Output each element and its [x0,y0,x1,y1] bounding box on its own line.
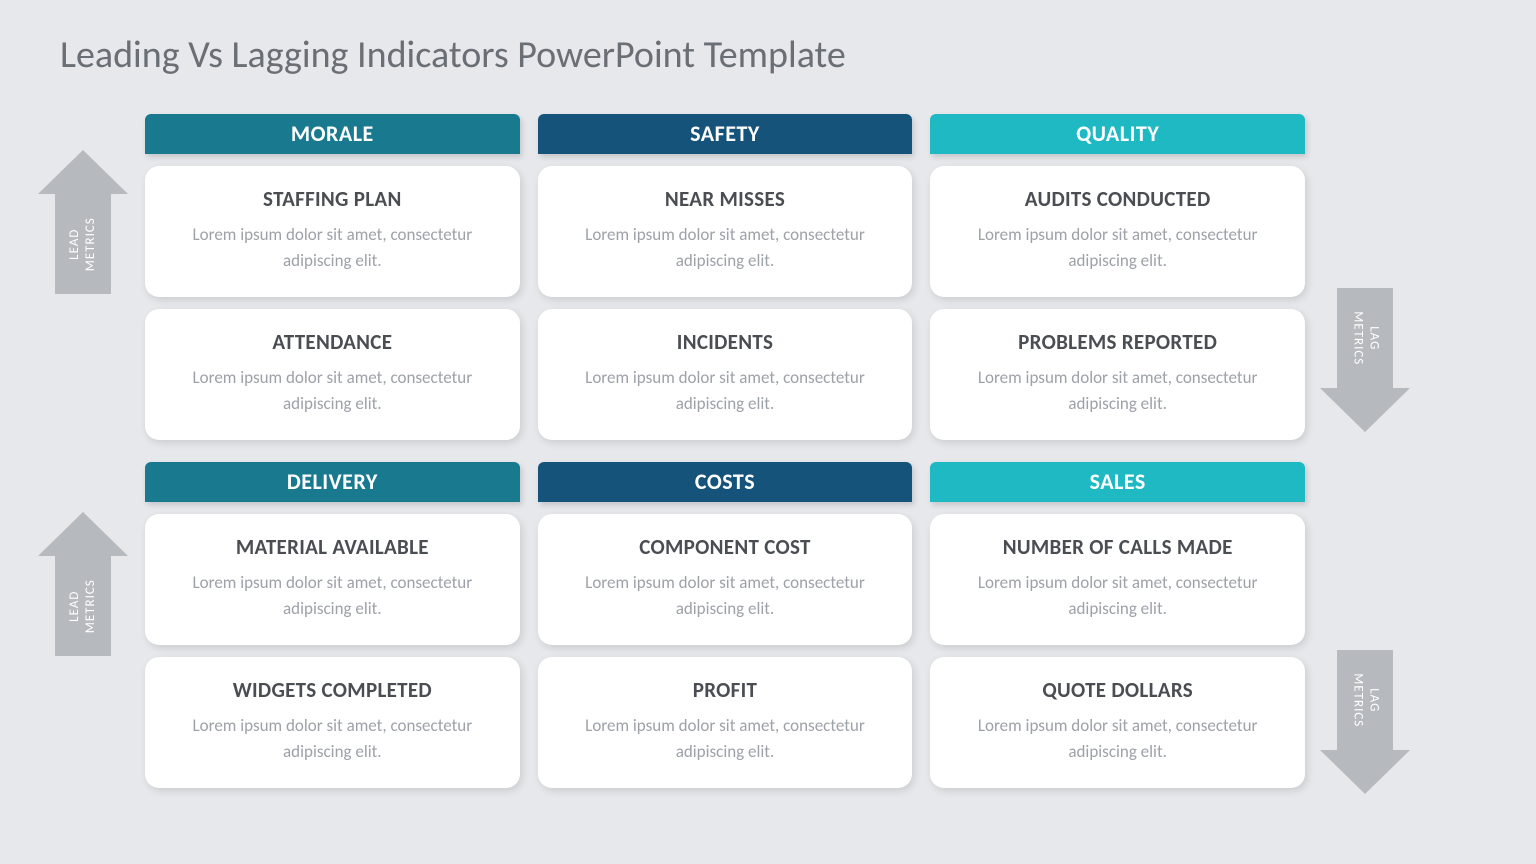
page-title: Leading Vs Lagging Indicators PowerPoint… [60,32,846,78]
lead-arrow-bottom: LEAD METRICS [38,512,128,656]
card-title: PROFIT [568,677,883,703]
arrow-down-icon [1320,750,1410,794]
card-calls-made: NUMBER OF CALLS MADE Lorem ipsum dolor s… [930,514,1305,645]
arrow-down-icon [1320,388,1410,432]
arrow-up-icon [38,512,128,556]
col-header-costs: COSTS [538,462,913,502]
lead-label: LEAD METRICS [67,217,100,271]
card-body: Lorem ipsum dolor sit amet, consectetur … [568,713,883,764]
card-title: ATTENDANCE [175,329,490,355]
card-body: Lorem ipsum dolor sit amet, consectetur … [175,222,490,273]
col-header-delivery: DELIVERY [145,462,520,502]
card-body: Lorem ipsum dolor sit amet, consectetur … [175,365,490,416]
card-body: Lorem ipsum dolor sit amet, consectetur … [175,570,490,621]
card-title: WIDGETS COMPLETED [175,677,490,703]
card-title: COMPONENT COST [568,534,883,560]
card-body: Lorem ipsum dolor sit amet, consectetur … [960,365,1275,416]
card-title: STAFFING PLAN [175,186,490,212]
card-body: Lorem ipsum dolor sit amet, consectetur … [568,365,883,416]
col-header-sales: SALES [930,462,1305,502]
card-title: NEAR MISSES [568,186,883,212]
card-incidents: INCIDENTS Lorem ipsum dolor sit amet, co… [538,309,913,440]
lead-label: LEAD METRICS [67,579,100,633]
card-body: Lorem ipsum dolor sit amet, consectetur … [960,222,1275,273]
lag-arrow-bottom: LAG METRICS [1320,650,1410,794]
card-title: AUDITS CONDUCTED [960,186,1275,212]
card-attendance: ATTENDANCE Lorem ipsum dolor sit amet, c… [145,309,520,440]
card-body: Lorem ipsum dolor sit amet, consectetur … [568,222,883,273]
card-body: Lorem ipsum dolor sit amet, consectetur … [960,713,1275,764]
card-profit: PROFIT Lorem ipsum dolor sit amet, conse… [538,657,913,788]
card-component-cost: COMPONENT COST Lorem ipsum dolor sit ame… [538,514,913,645]
arrow-up-icon [38,150,128,194]
card-title: NUMBER OF CALLS MADE [960,534,1275,560]
card-title: INCIDENTS [568,329,883,355]
card-widgets-completed: WIDGETS COMPLETED Lorem ipsum dolor sit … [145,657,520,788]
col-header-morale: MORALE [145,114,520,154]
card-body: Lorem ipsum dolor sit amet, consectetur … [960,570,1275,621]
col-header-quality: QUALITY [930,114,1305,154]
card-body: Lorem ipsum dolor sit amet, consectetur … [568,570,883,621]
card-body: Lorem ipsum dolor sit amet, consectetur … [175,713,490,764]
lag-label: LAG METRICS [1349,673,1382,727]
lead-arrow-top: LEAD METRICS [38,150,128,294]
card-staffing-plan: STAFFING PLAN Lorem ipsum dolor sit amet… [145,166,520,297]
indicator-grid: MORALE SAFETY QUALITY STAFFING PLAN Lore… [145,114,1305,788]
card-material-available: MATERIAL AVAILABLE Lorem ipsum dolor sit… [145,514,520,645]
col-header-safety: SAFETY [538,114,913,154]
lag-arrow-top: LAG METRICS [1320,288,1410,432]
card-quote-dollars: QUOTE DOLLARS Lorem ipsum dolor sit amet… [930,657,1305,788]
card-title: PROBLEMS REPORTED [960,329,1275,355]
card-audits-conducted: AUDITS CONDUCTED Lorem ipsum dolor sit a… [930,166,1305,297]
card-title: MATERIAL AVAILABLE [175,534,490,560]
lag-label: LAG METRICS [1349,311,1382,365]
card-near-misses: NEAR MISSES Lorem ipsum dolor sit amet, … [538,166,913,297]
card-title: QUOTE DOLLARS [960,677,1275,703]
card-problems-reported: PROBLEMS REPORTED Lorem ipsum dolor sit … [930,309,1305,440]
